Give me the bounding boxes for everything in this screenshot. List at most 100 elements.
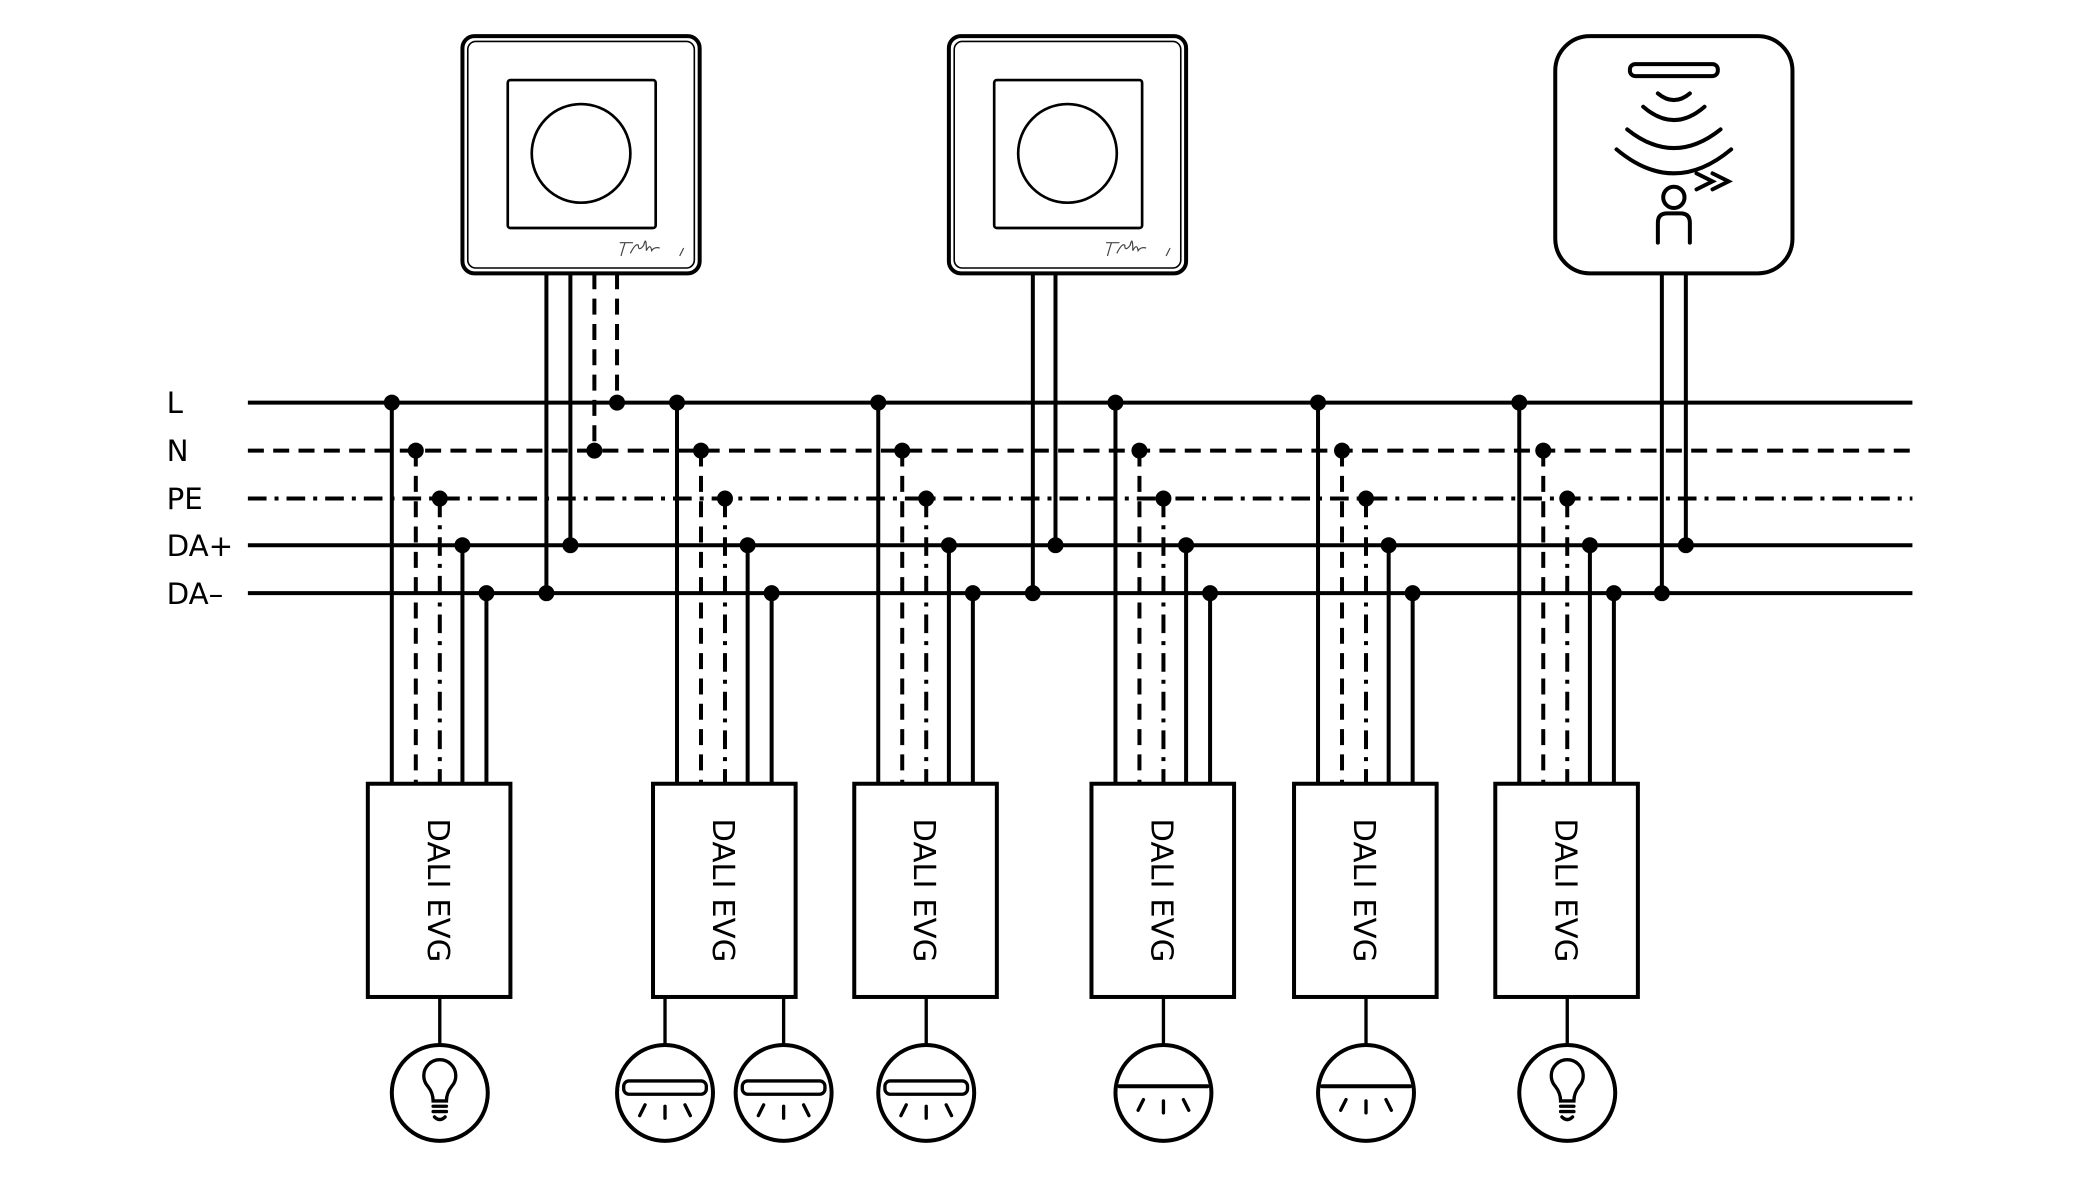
rotary-dimmer bbox=[946, 34, 1189, 602]
ballast-box bbox=[1493, 781, 1640, 999]
lamp-circle bbox=[389, 1042, 490, 1143]
wave bbox=[1614, 147, 1734, 176]
dali-ballast: DALI EVG bbox=[1292, 394, 1439, 1143]
lamp-tube bbox=[740, 1079, 827, 1096]
junction-dot bbox=[1677, 537, 1694, 554]
bulb-base bbox=[431, 1104, 449, 1122]
wave bbox=[1641, 104, 1707, 122]
ballast-label: DALI EVG bbox=[705, 818, 740, 962]
dali-ballast: DALI EVG bbox=[852, 394, 999, 1143]
junction-dot bbox=[1178, 537, 1195, 554]
bus-label: N bbox=[167, 434, 189, 468]
person-body bbox=[1655, 211, 1692, 245]
junction-dot bbox=[562, 537, 579, 554]
dimmer-frame bbox=[946, 34, 1189, 276]
presence-sensor-icon bbox=[1614, 62, 1734, 245]
bulb-icon bbox=[1517, 1042, 1618, 1143]
ballast-label: DALI EVG bbox=[1346, 818, 1381, 962]
lamp-circle bbox=[1113, 1042, 1214, 1143]
junction-dot bbox=[1559, 490, 1576, 507]
junction-dot bbox=[739, 537, 756, 554]
junction-dot bbox=[1653, 585, 1670, 602]
junction-dot bbox=[1605, 585, 1622, 602]
junction-dot bbox=[669, 394, 686, 411]
junction-dot bbox=[1310, 394, 1327, 411]
linear-lamp-icon bbox=[615, 1042, 715, 1143]
ballast-box bbox=[365, 781, 513, 999]
bulb-glass bbox=[1549, 1058, 1585, 1103]
junction-dot bbox=[586, 442, 603, 459]
ceiling-light-icon bbox=[1113, 1042, 1214, 1143]
bus-lines: LN PE DA+ DA– bbox=[167, 386, 1913, 611]
junction-dot bbox=[478, 585, 495, 602]
dali-ballast: DALI EVG bbox=[365, 394, 513, 1143]
junction-dot bbox=[894, 442, 911, 459]
junction-dot bbox=[1131, 442, 1148, 459]
junction-dot bbox=[538, 585, 555, 602]
dimmer-frame-inner bbox=[466, 40, 696, 269]
junction-dot bbox=[431, 490, 448, 507]
lamp-circle bbox=[1316, 1042, 1416, 1143]
light-rays bbox=[1339, 1097, 1393, 1115]
junction-dot bbox=[918, 490, 935, 507]
bulb-icon bbox=[389, 1042, 490, 1143]
dimmer-frame-inner bbox=[953, 40, 1182, 269]
junction-dot bbox=[1358, 490, 1375, 507]
junction-dot bbox=[1202, 585, 1219, 602]
light-rays bbox=[638, 1103, 693, 1120]
junction-dot bbox=[383, 394, 400, 411]
wave bbox=[1625, 127, 1723, 150]
junction-dot bbox=[1535, 442, 1552, 459]
rotary-dimmer bbox=[460, 34, 702, 602]
ballast-label: DALI EVG bbox=[906, 818, 941, 962]
junction-dot bbox=[870, 394, 887, 411]
junction-dot bbox=[1380, 537, 1397, 554]
controllers bbox=[460, 34, 1795, 602]
junction-dot bbox=[1047, 537, 1064, 554]
ceiling-light-icon bbox=[1316, 1042, 1416, 1143]
linear-lamp-icon bbox=[733, 1042, 834, 1143]
rotary-dimmer-icon bbox=[506, 78, 658, 230]
dimmer-frame bbox=[460, 34, 702, 276]
dimmer-knob bbox=[530, 102, 632, 205]
lamp-tube bbox=[622, 1079, 708, 1096]
feller-logo bbox=[1106, 240, 1171, 257]
bus-label: DA– bbox=[167, 577, 224, 611]
ballasts: DALI EVG DALI EVG DALI EVG DALI EVG DALI EVG… bbox=[365, 394, 1640, 1143]
junction-dot bbox=[1107, 394, 1124, 411]
sensor-housing bbox=[1553, 34, 1795, 276]
junction-dot bbox=[716, 490, 733, 507]
light-rays bbox=[756, 1103, 811, 1120]
lamp-tube bbox=[883, 1079, 970, 1096]
ballast-label: DALI EVG bbox=[1143, 818, 1178, 962]
presence-sensor bbox=[1553, 34, 1795, 602]
dali-ballast: DALI EVG bbox=[615, 394, 834, 1143]
junction-dot bbox=[454, 537, 471, 554]
junction-dot bbox=[1024, 585, 1041, 602]
junction-dot bbox=[940, 537, 957, 554]
bulb-base bbox=[1558, 1104, 1576, 1122]
dimmer-plate bbox=[992, 78, 1144, 230]
bus-label: PE bbox=[167, 482, 203, 516]
dali-ballast: DALI EVG bbox=[1493, 394, 1640, 1143]
junction-dot bbox=[1581, 537, 1598, 554]
junction-dot bbox=[1155, 490, 1172, 507]
junction-dot bbox=[1511, 394, 1528, 411]
ballast-box bbox=[852, 781, 999, 999]
dimmer-plate bbox=[506, 78, 658, 230]
junction-dot bbox=[1334, 442, 1351, 459]
ballast-box bbox=[1089, 781, 1237, 999]
light-rays bbox=[899, 1103, 954, 1120]
junction-dot bbox=[964, 585, 981, 602]
rotary-dimmer-icon bbox=[992, 78, 1144, 230]
ballast-label: DALI EVG bbox=[420, 818, 455, 962]
dimmer-knob bbox=[1016, 102, 1119, 205]
linear-lamp-icon bbox=[876, 1042, 977, 1143]
person-head bbox=[1661, 184, 1687, 211]
light-rays bbox=[1136, 1097, 1191, 1115]
dali-ballast: DALI EVG bbox=[1089, 394, 1237, 1143]
wave bbox=[1655, 91, 1692, 103]
junction-dot bbox=[1404, 585, 1421, 602]
bus-label: L bbox=[167, 386, 184, 420]
